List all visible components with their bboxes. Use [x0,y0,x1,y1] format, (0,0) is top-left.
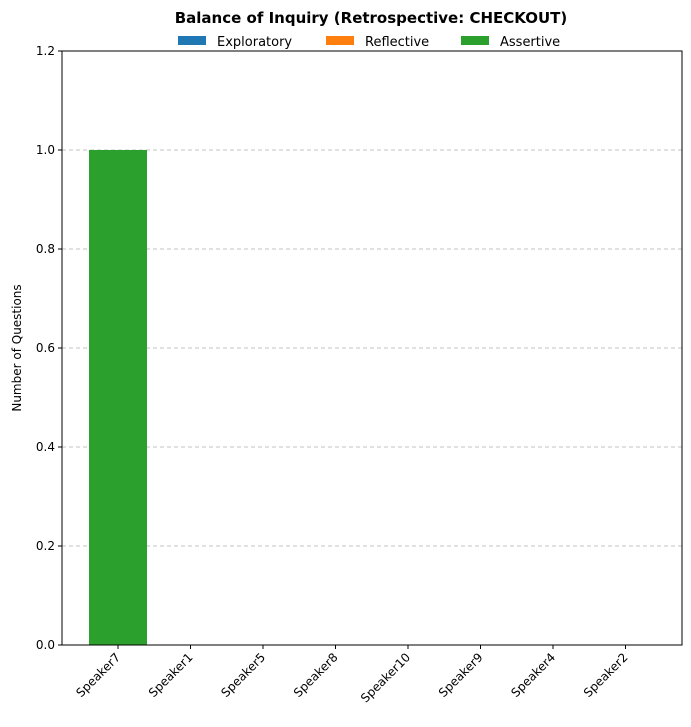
legend: Exploratory Reflective Assertive [178,35,560,50]
x-tick-label: Speaker1 [146,650,196,700]
x-tick-label: Speaker9 [436,650,486,700]
legend-swatch-exploratory [178,36,206,45]
y-axis: 0.0 0.2 0.4 0.6 0.8 1.0 1.2 [36,44,62,652]
x-tick-label: Speaker4 [508,650,558,700]
bars [89,150,147,645]
x-tick-label: Speaker7 [73,650,123,700]
y-tick-label: 0.6 [36,341,55,355]
y-tick-label: 1.2 [36,44,55,58]
legend-swatch-assertive [461,36,489,45]
y-tick-label: 0.2 [36,539,55,553]
x-tick-label: Speaker8 [291,650,341,700]
legend-label-assertive: Assertive [500,35,560,50]
x-axis: Speaker7 Speaker1 Speaker5 Speaker8 Speaker1… [73,645,631,705]
bar-assertive-speaker7 [89,150,147,645]
legend-swatch-reflective [326,36,354,45]
chart-title: Balance of Inquiry (Retrospective: CHECK… [175,9,568,27]
legend-label-reflective: Reflective [365,35,429,50]
grid-lines [62,149,682,547]
x-tick-label: Speaker10 [358,650,413,705]
x-tick-label: Speaker2 [581,650,631,700]
y-tick-label: 1.0 [36,143,55,157]
x-tick-label: Speaker5 [218,650,268,700]
y-tick-label: 0.8 [36,242,55,256]
legend-label-exploratory: Exploratory [217,35,292,50]
y-tick-label: 0.4 [36,440,55,454]
y-axis-label: Number of Questions [10,284,24,411]
y-tick-label: 0.0 [36,638,55,652]
